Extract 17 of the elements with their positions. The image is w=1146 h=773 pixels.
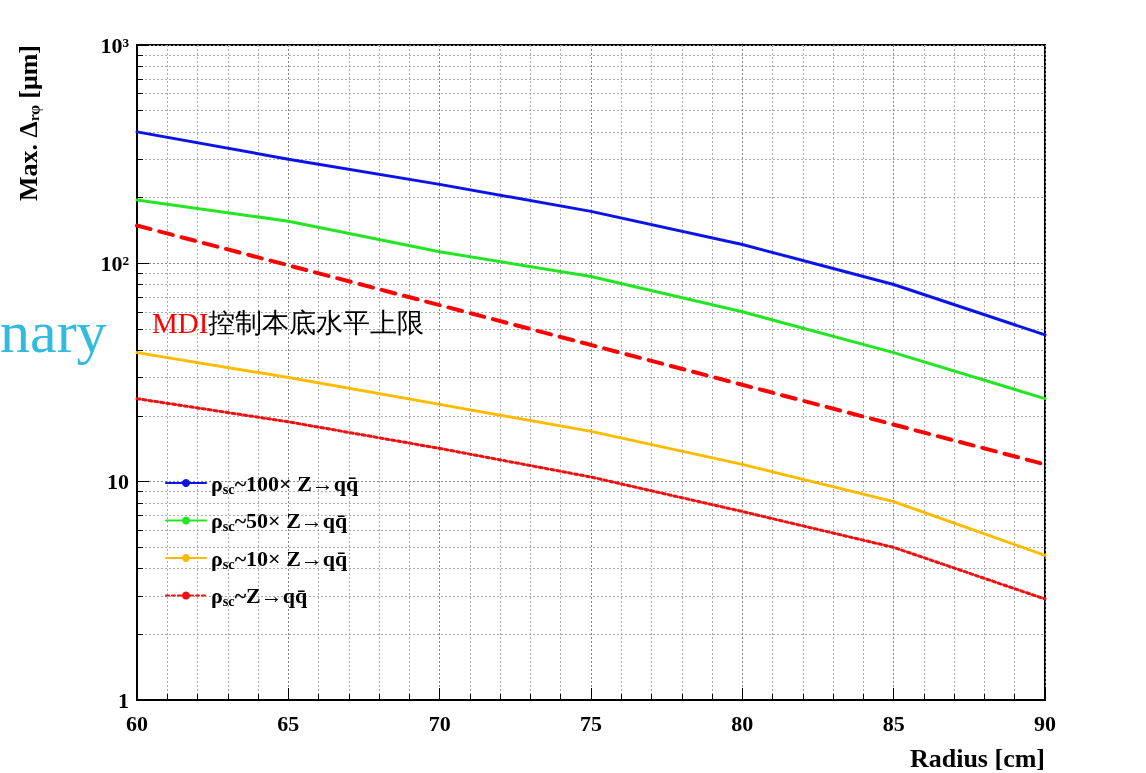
x-tick-label: 75 — [580, 710, 602, 736]
y-tick-label: 1 — [118, 687, 129, 713]
x-tick-label: 65 — [277, 710, 300, 736]
x-tick-label: 60 — [126, 710, 148, 736]
x-tick-label: 90 — [1034, 710, 1056, 736]
text: nary — [0, 299, 107, 365]
x-axis-title: Radius [cm] — [909, 743, 1046, 773]
y-axis-title: Max. Δᵣᵩ [μm] — [13, 45, 43, 201]
line-series — [135, 130, 1047, 337]
annotation: MDI控制本底水平上限 — [152, 306, 425, 339]
y-tick-label: 10 — [107, 469, 129, 495]
x-tick-label: 80 — [731, 710, 754, 736]
y-tick-label: 10³ — [100, 32, 130, 58]
x-tick-label: 85 — [882, 710, 905, 736]
line-series — [135, 198, 1047, 401]
x-tick-label: 70 — [428, 710, 451, 736]
y-tick-label: 10² — [100, 250, 130, 276]
